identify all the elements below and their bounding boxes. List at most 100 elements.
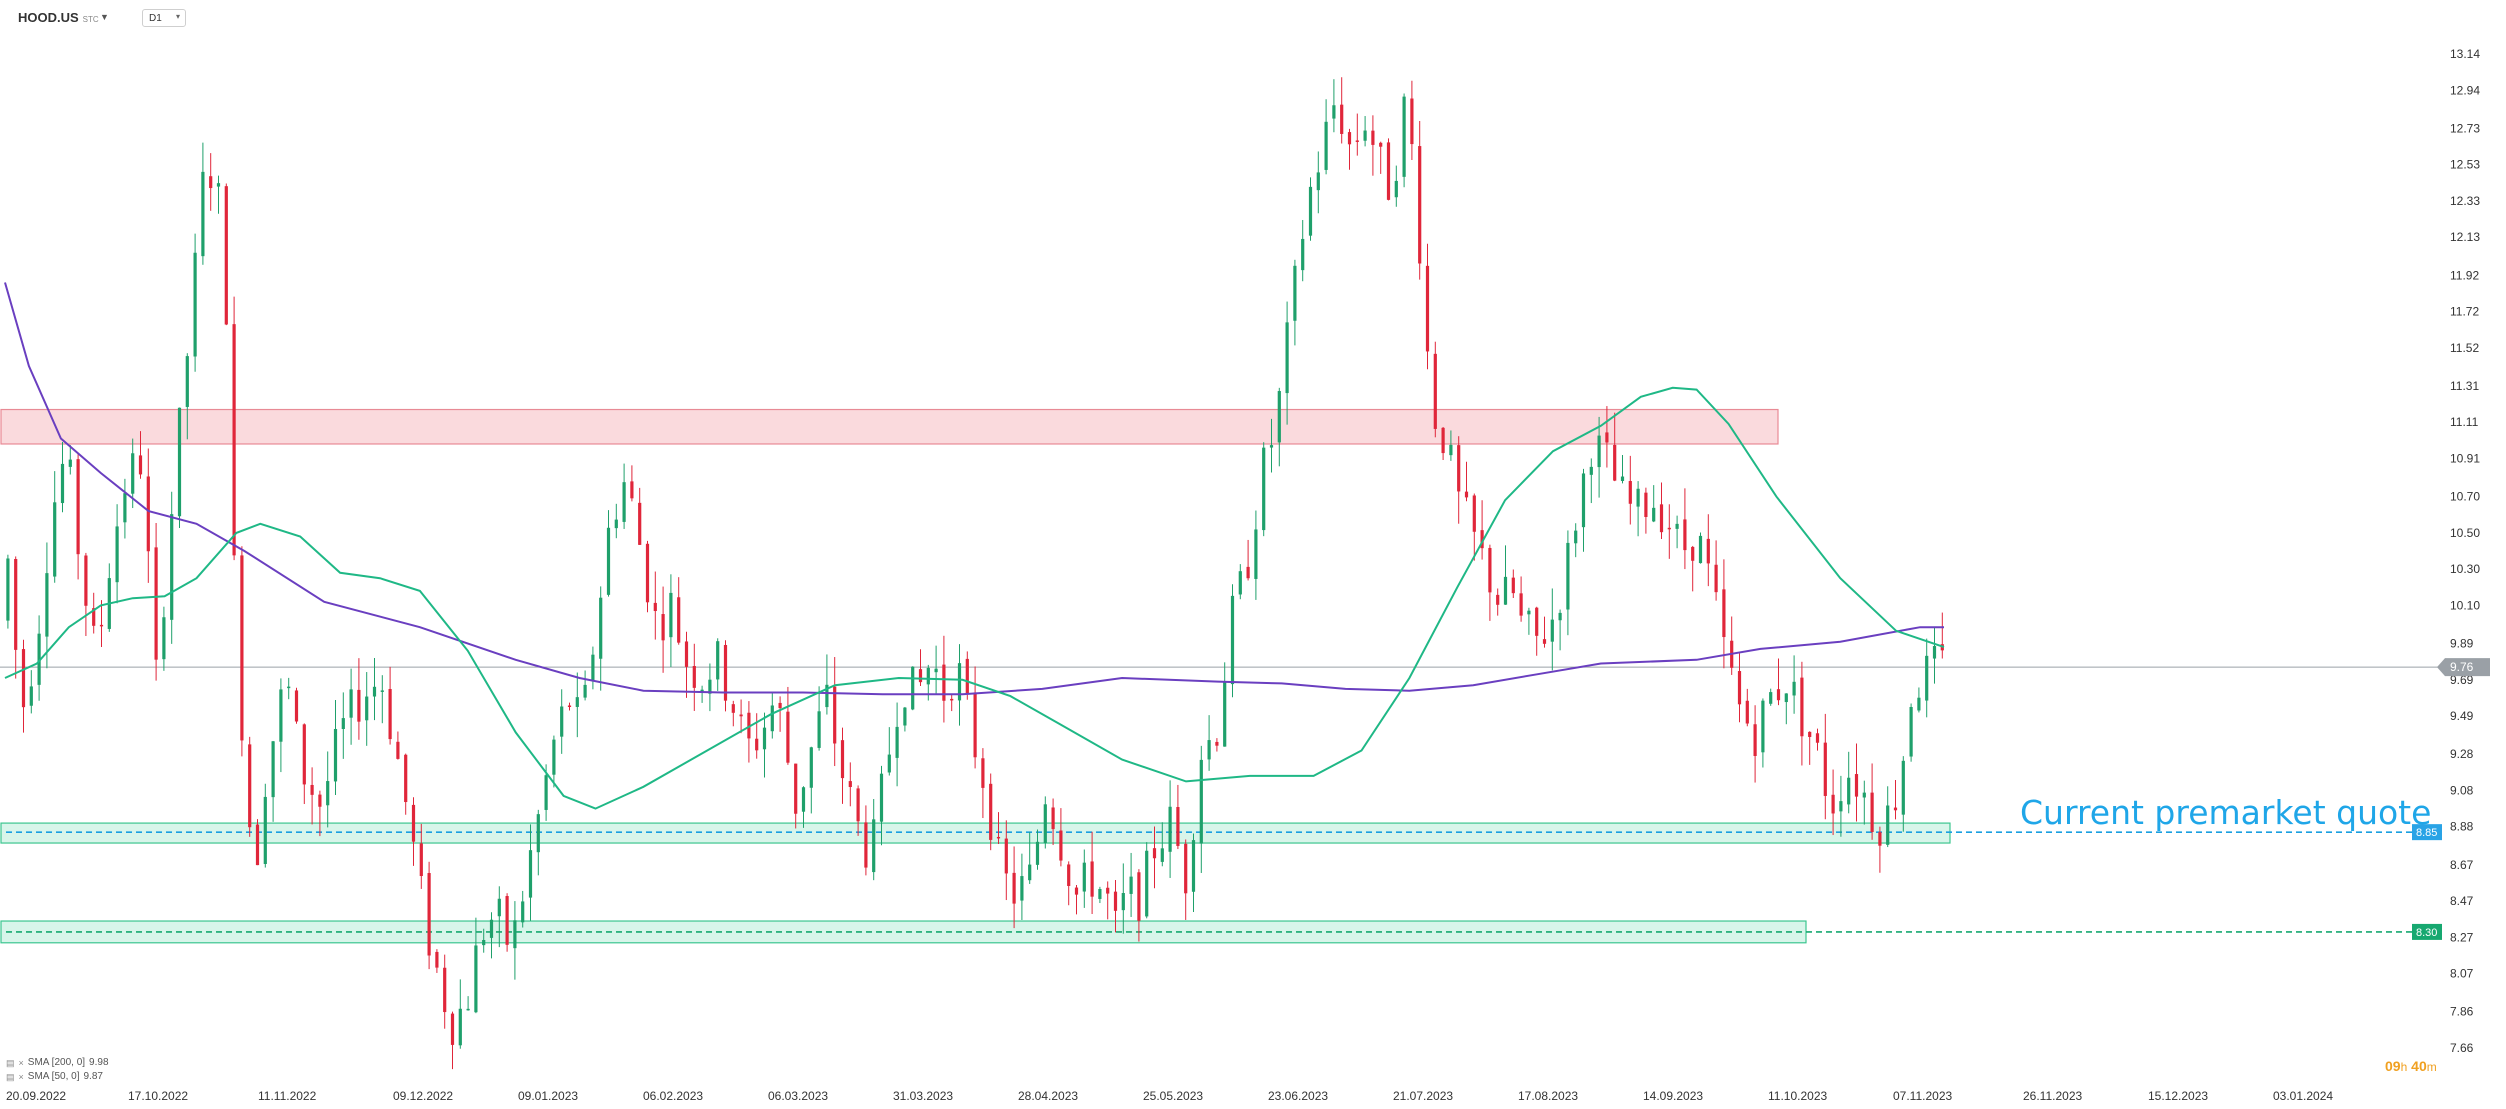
candle-down[interactable] bbox=[1464, 491, 1469, 498]
candle-down[interactable] bbox=[1418, 146, 1422, 264]
candle-down[interactable] bbox=[1355, 140, 1359, 142]
candle-up[interactable] bbox=[513, 920, 517, 949]
candle-down[interactable] bbox=[411, 804, 416, 842]
candle-up[interactable] bbox=[1262, 447, 1266, 531]
candle-up[interactable] bbox=[1636, 488, 1640, 507]
candle-up[interactable] bbox=[716, 641, 720, 680]
candle-up[interactable] bbox=[1589, 466, 1593, 475]
candle-down[interactable] bbox=[950, 698, 954, 701]
candle-down[interactable] bbox=[1090, 861, 1094, 897]
candle-down[interactable] bbox=[1004, 838, 1008, 874]
candle-up[interactable] bbox=[1581, 473, 1586, 528]
candle-down[interactable] bbox=[1246, 566, 1250, 579]
candle-down[interactable] bbox=[1496, 594, 1500, 605]
candle-down[interactable] bbox=[848, 781, 852, 788]
candle-up[interactable] bbox=[497, 898, 501, 917]
candle-down[interactable] bbox=[84, 555, 88, 606]
candle-down[interactable] bbox=[1691, 546, 1695, 561]
candle-up[interactable] bbox=[872, 819, 876, 873]
candle-up[interactable] bbox=[333, 728, 338, 782]
candle-up[interactable] bbox=[68, 459, 72, 467]
candle-down[interactable] bbox=[1683, 519, 1687, 551]
candle-down[interactable] bbox=[1831, 794, 1835, 814]
candle-up[interactable] bbox=[560, 706, 564, 737]
candle-down[interactable] bbox=[1386, 142, 1391, 200]
candle-up[interactable] bbox=[1925, 655, 1929, 701]
sma50-line[interactable] bbox=[4, 386, 1945, 810]
candle-down[interactable] bbox=[357, 689, 361, 722]
candle-up[interactable] bbox=[1761, 700, 1765, 753]
candle-down[interactable] bbox=[1745, 700, 1749, 724]
candle-up[interactable] bbox=[326, 781, 330, 806]
candle-up[interactable] bbox=[1932, 646, 1937, 659]
candle-up[interactable] bbox=[1675, 523, 1679, 529]
candle-up[interactable] bbox=[287, 686, 291, 689]
candle-up[interactable] bbox=[770, 705, 774, 732]
candle-up[interactable] bbox=[1862, 792, 1866, 798]
candle-down[interactable] bbox=[1152, 848, 1157, 859]
candle-down[interactable] bbox=[232, 324, 236, 556]
candle-down[interactable] bbox=[396, 741, 400, 759]
candle-up[interactable] bbox=[1886, 805, 1890, 845]
candle-down[interactable] bbox=[240, 555, 244, 741]
candle-down[interactable] bbox=[1878, 832, 1882, 846]
timeframe-select[interactable]: D1 ▾ bbox=[142, 9, 186, 27]
candle-up[interactable] bbox=[1847, 777, 1851, 805]
candle-down[interactable] bbox=[1753, 724, 1757, 756]
indicator-settings-icon[interactable]: ▤ bbox=[6, 1058, 15, 1068]
candle-up[interactable] bbox=[1082, 862, 1086, 892]
candle-down[interactable] bbox=[388, 688, 392, 740]
candle-up[interactable] bbox=[1792, 681, 1796, 696]
legend-row-sma200[interactable]: ▤ × SMA [200, 0] 9.98 bbox=[6, 1056, 109, 1070]
candle-down[interactable] bbox=[981, 758, 985, 788]
symbol-dropdown-icon[interactable]: ▼ bbox=[100, 12, 109, 22]
candle-up[interactable] bbox=[669, 592, 673, 638]
candle-up[interactable] bbox=[911, 666, 915, 710]
candle-down[interactable] bbox=[723, 644, 728, 701]
candle-up[interactable] bbox=[1449, 444, 1453, 456]
candle-up[interactable] bbox=[1301, 238, 1305, 271]
candle-down[interactable] bbox=[661, 614, 665, 641]
candle-down[interactable] bbox=[653, 602, 657, 612]
candle-up[interactable] bbox=[1839, 801, 1843, 812]
candle-up[interactable] bbox=[201, 171, 205, 257]
candle-up[interactable] bbox=[1363, 130, 1367, 141]
candle-down[interactable] bbox=[692, 666, 696, 688]
candle-up[interactable] bbox=[1207, 740, 1211, 760]
candle-up[interactable] bbox=[825, 684, 829, 708]
candle-up[interactable] bbox=[1254, 529, 1258, 579]
candle-up[interactable] bbox=[474, 945, 478, 1013]
resistance-zone[interactable] bbox=[0, 408, 1779, 445]
candle-down[interactable] bbox=[786, 711, 790, 763]
candle-up[interactable] bbox=[466, 1008, 470, 1011]
candle-up[interactable] bbox=[1332, 105, 1336, 119]
candle-up[interactable] bbox=[170, 514, 174, 620]
candle-down[interactable] bbox=[435, 951, 439, 968]
candle-up[interactable] bbox=[271, 741, 275, 798]
candle-down[interactable] bbox=[1113, 891, 1118, 911]
candle-down[interactable] bbox=[1800, 677, 1804, 737]
candle-up[interactable] bbox=[700, 689, 704, 693]
candle-down[interactable] bbox=[638, 502, 642, 545]
candle-down[interactable] bbox=[1433, 353, 1437, 429]
candle-up[interactable] bbox=[1909, 707, 1913, 757]
candle-down[interactable] bbox=[1737, 671, 1742, 705]
candle-down[interactable] bbox=[864, 822, 868, 868]
candle-down[interactable] bbox=[1425, 265, 1430, 352]
candle-down[interactable] bbox=[918, 669, 923, 683]
candle-down[interactable] bbox=[1644, 492, 1648, 518]
candle-up[interactable] bbox=[1503, 576, 1508, 605]
candle-down[interactable] bbox=[1854, 774, 1859, 797]
candle-up[interactable] bbox=[1316, 172, 1320, 191]
candle-down[interactable] bbox=[1480, 530, 1484, 549]
candle-down[interactable] bbox=[1215, 741, 1219, 746]
candle-down[interactable] bbox=[856, 788, 860, 822]
candle-up[interactable] bbox=[521, 901, 525, 923]
candle-down[interactable] bbox=[739, 714, 743, 717]
candle-up[interactable] bbox=[1230, 595, 1235, 685]
candle-up[interactable] bbox=[1028, 864, 1032, 881]
close-icon[interactable]: × bbox=[18, 1058, 24, 1068]
candle-down[interactable] bbox=[747, 712, 751, 739]
candle-down[interactable] bbox=[794, 763, 798, 814]
candle-down[interactable] bbox=[14, 559, 18, 650]
